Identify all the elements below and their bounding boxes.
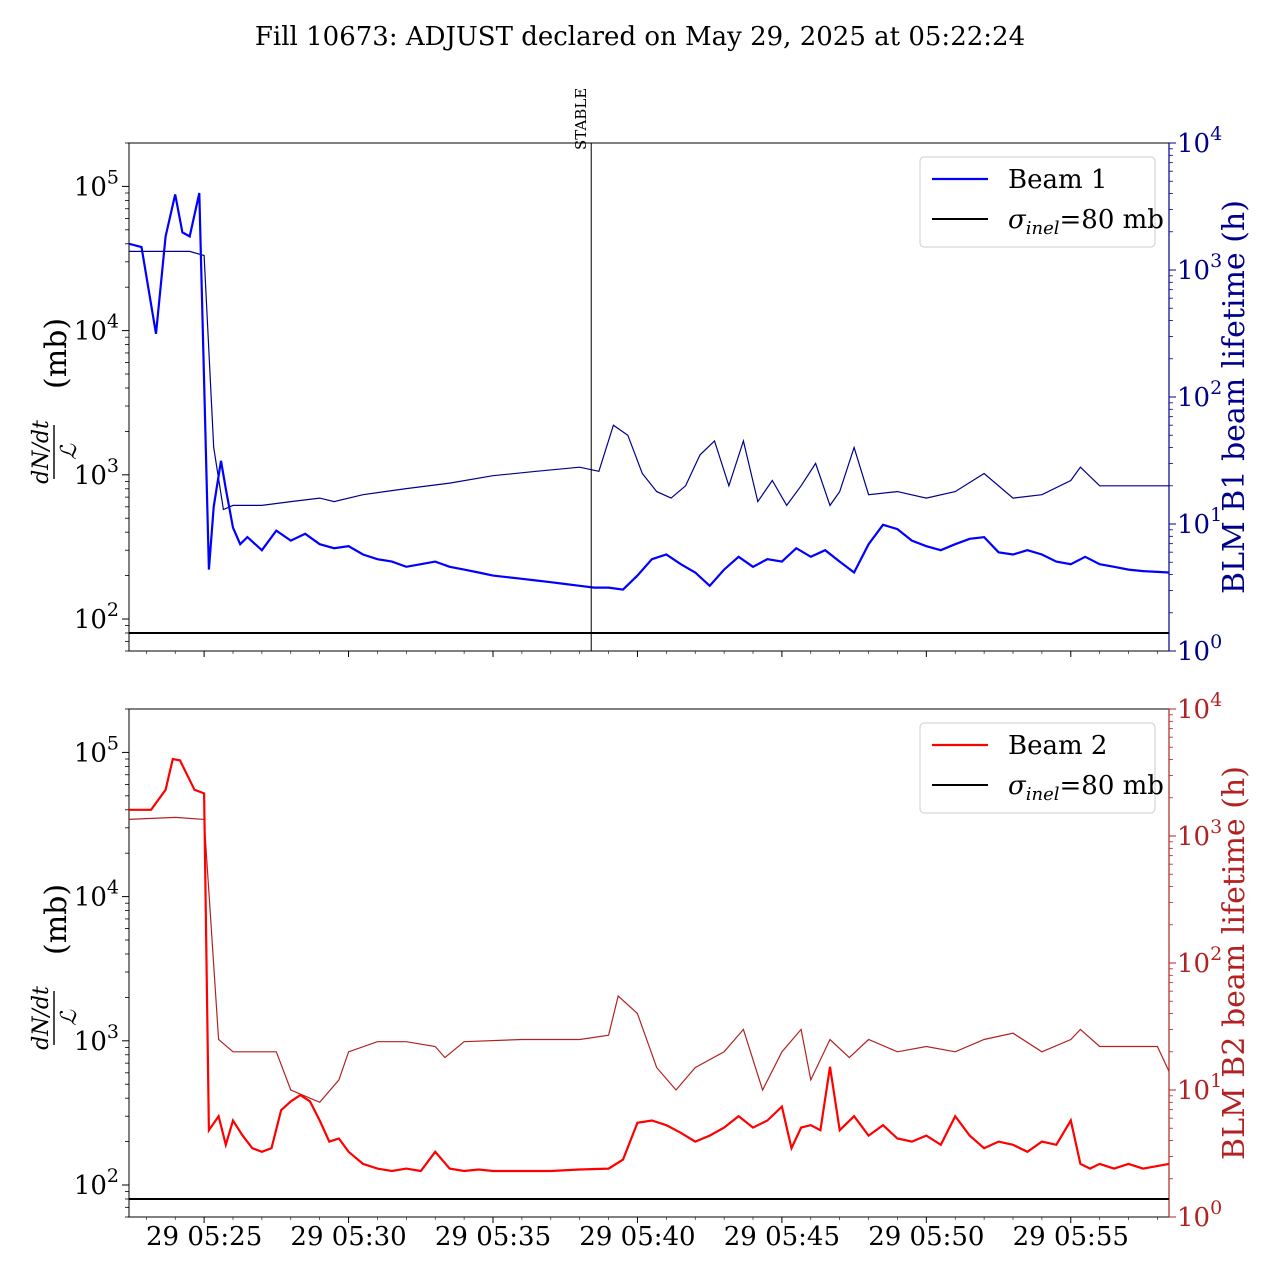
right-tick-label: 102 [1177,377,1222,413]
y-label-unit: (mb) [39,884,74,955]
y-label-numerator: dN/dt [29,986,54,1050]
figure-title: Fill 10673: ADJUST declared on May 29, 2… [255,22,1025,52]
x-tick-label: 29 05:35 [435,1222,551,1252]
left-tick-label: 105 [74,166,119,202]
stable-marker-label: STABLE [572,88,590,150]
right-tick-label: 104 [1177,123,1222,159]
beam-loss-line [129,192,1169,591]
right-y-label: BLM B1 beam lifetime (h) [1217,200,1252,594]
x-tick-label: 29 05:25 [146,1222,262,1252]
blm-lifetime-line [129,250,1169,511]
legend-beam-label: Beam 2 [1008,731,1107,761]
left-tick-label: 104 [74,311,119,347]
y-label-numerator: dN/dt [29,420,54,484]
legend-beam-label: Beam 1 [1008,165,1107,195]
right-tick-label: 103 [1177,250,1222,286]
x-tick-label: 29 05:50 [868,1222,984,1252]
x-tick-label: 29 05:45 [724,1222,840,1252]
y-label-denominator: ℒ [57,1009,82,1026]
left-y-label: dN/dt ℒ (mb) [29,884,82,1050]
x-tick-label: 29 05:55 [1013,1222,1129,1252]
left-tick-label: 102 [74,599,119,635]
blm-lifetime-line [129,816,1169,1104]
left-tick-label: 103 [74,1021,119,1057]
right-tick-label: 104 [1177,689,1222,725]
right-tick-label: 101 [1177,1070,1222,1106]
left-tick-label: 102 [74,1165,119,1201]
left-tick-label: 105 [74,732,119,768]
right-y-label: BLM B2 beam lifetime (h) [1217,766,1252,1160]
left-y-label: dN/dt ℒ (mb) [29,318,82,484]
bottom-panel: 102 103 104 105 100 101 102 103 104 29 05:25 29 05… [29,689,1252,1252]
beam-loss-line [129,757,1169,1173]
top-panel: 102 103 104 105 100 101 102 103 104 STABLE dN/dt ℒ (… [29,88,1252,667]
legend-sigma-label: σinel=80 mb [1008,205,1164,239]
right-tick-label: 101 [1177,504,1222,540]
y-label-denominator: ℒ [57,443,82,460]
right-tick-label: 100 [1177,1197,1222,1233]
x-tick-label: 29 05:30 [290,1222,406,1252]
right-tick-label: 102 [1177,943,1222,979]
y-label-unit: (mb) [39,318,74,389]
right-tick-label: 103 [1177,816,1222,852]
x-tick-label: 29 05:40 [579,1222,695,1252]
left-tick-label: 104 [74,877,119,913]
right-tick-label: 100 [1177,631,1222,667]
left-tick-label: 103 [74,455,119,491]
legend-sigma-label: σinel=80 mb [1008,771,1164,805]
